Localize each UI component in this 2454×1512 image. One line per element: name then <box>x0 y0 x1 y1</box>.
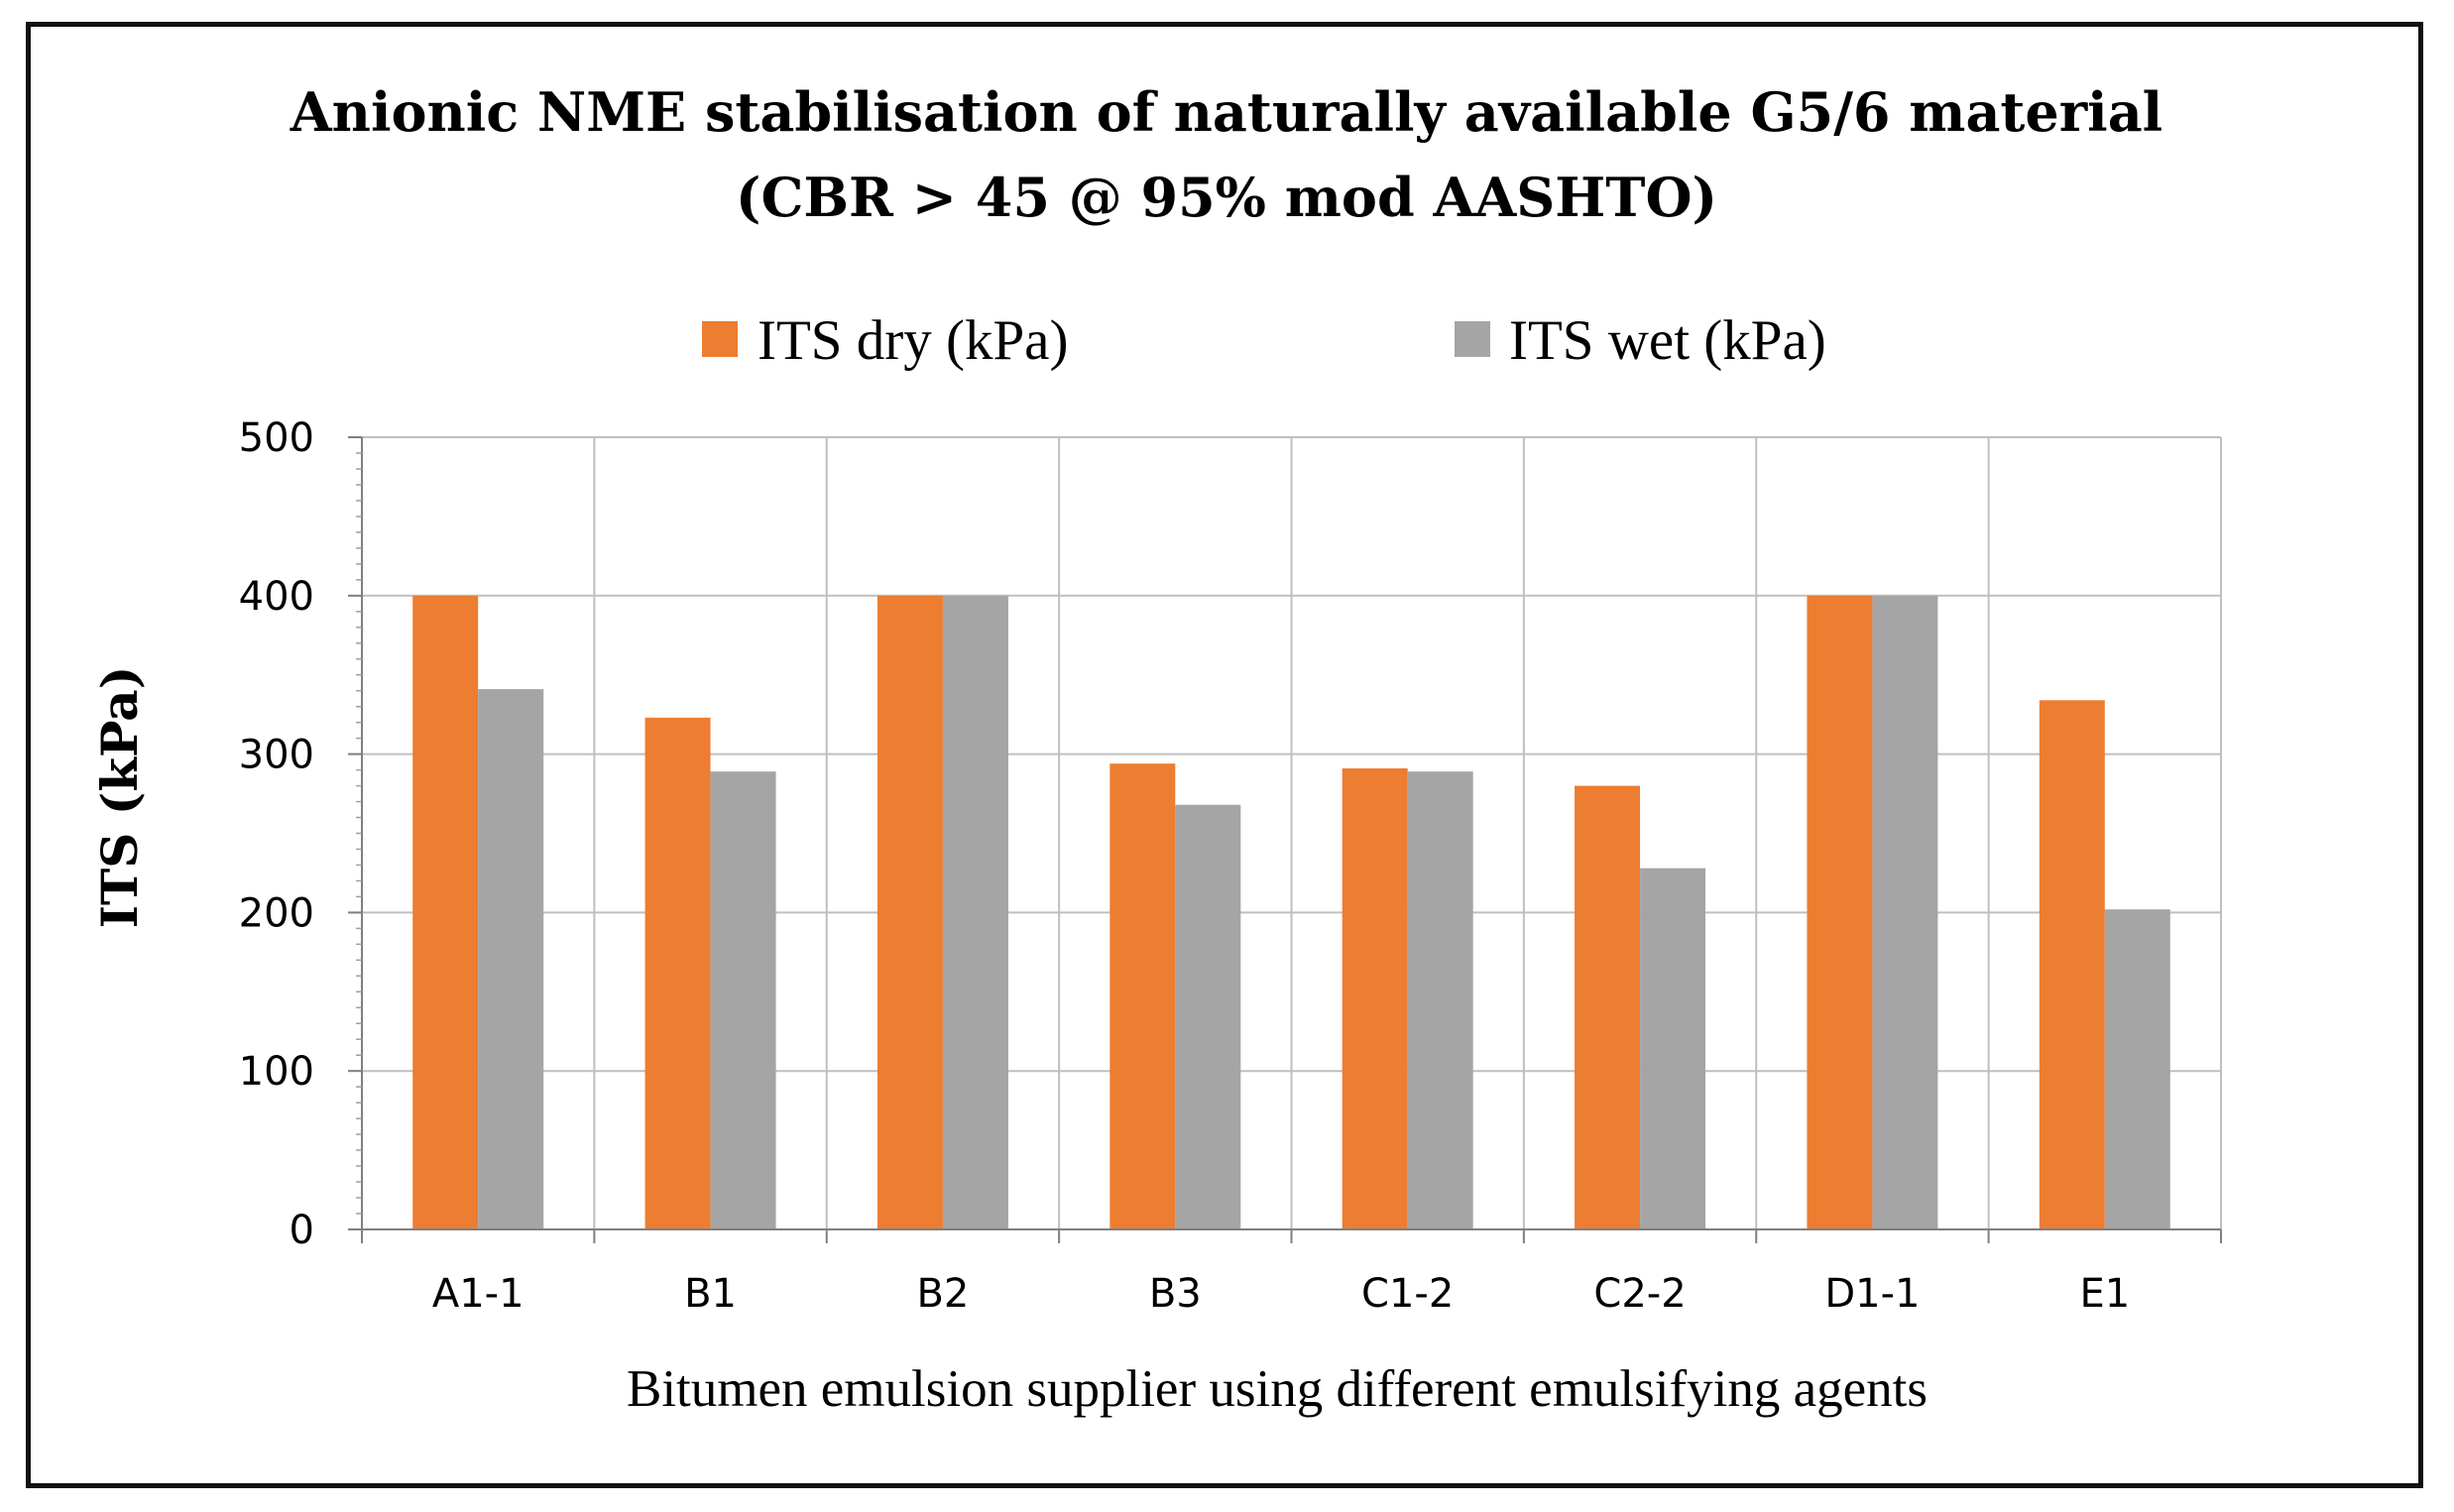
x-tick-label-b1: B1 <box>684 1271 737 1317</box>
bar-wet-e1 <box>2104 909 2170 1229</box>
y-tick-label-0: 0 <box>290 1208 314 1253</box>
y-axis-label: ITS (kPa) <box>90 666 149 929</box>
bar-dry-b1 <box>644 717 711 1229</box>
bar-dry-b2 <box>876 595 943 1229</box>
chart-title-line-1: Anionic NME stabilisation of naturally a… <box>290 80 2162 144</box>
chart-title-line-2: (CBR > 45 @ 95% mod AASHTO) <box>736 166 1717 229</box>
bar-dry-a1-1 <box>412 595 479 1229</box>
x-tick-label-c2-2: C2-2 <box>1593 1271 1686 1317</box>
x-tick-label-e1: E1 <box>2079 1271 2130 1317</box>
bar-wet-b2 <box>942 595 1008 1229</box>
x-tick-label-d1-1: D1-1 <box>1824 1271 1920 1317</box>
bar-dry-d1-1 <box>1807 595 1873 1229</box>
legend-swatch-wet <box>1455 321 1490 357</box>
bar-dry-c1-2 <box>1342 767 1408 1229</box>
x-tick-label-a1-1: A1-1 <box>432 1271 525 1317</box>
bar-dry-b3 <box>1110 763 1176 1229</box>
gridlines <box>362 436 2222 1229</box>
y-tick-label-200: 200 <box>239 890 314 936</box>
y-tick-label-500: 500 <box>239 415 314 461</box>
bar-wet-b3 <box>1175 804 1241 1229</box>
bar-wet-b1 <box>710 771 776 1229</box>
bar-wet-a1-1 <box>478 689 544 1229</box>
bar-wet-d1-1 <box>1872 595 1938 1229</box>
legend-swatch-dry <box>702 321 738 357</box>
x-axis-label: Bitumen emulsion supplier using differen… <box>627 1360 1928 1418</box>
x-tick-label-b2: B2 <box>916 1271 969 1317</box>
y-tick-label-300: 300 <box>239 733 314 778</box>
legend-label-wet: ITS wet (kPa) <box>1509 309 1826 372</box>
y-tick-label-100: 100 <box>239 1049 314 1095</box>
bar-dry-e1 <box>2039 700 2105 1229</box>
bar-dry-c2-2 <box>1575 785 1641 1229</box>
bar-wet-c1-2 <box>1407 771 1473 1229</box>
x-tick-label-b3: B3 <box>1149 1271 1202 1317</box>
legend-label-dry: ITS dry (kPa) <box>758 309 1068 372</box>
y-tick-label-400: 400 <box>239 574 314 620</box>
axes: 0 100 200 300 400 500 A1-1 B1 B2 B3 C1-2 C2-2 D1-1 E1 <box>239 415 2222 1317</box>
bar-wet-c2-2 <box>1640 868 1706 1229</box>
bars <box>412 595 2170 1229</box>
x-tick-label-c1-2: C1-2 <box>1361 1271 1454 1317</box>
